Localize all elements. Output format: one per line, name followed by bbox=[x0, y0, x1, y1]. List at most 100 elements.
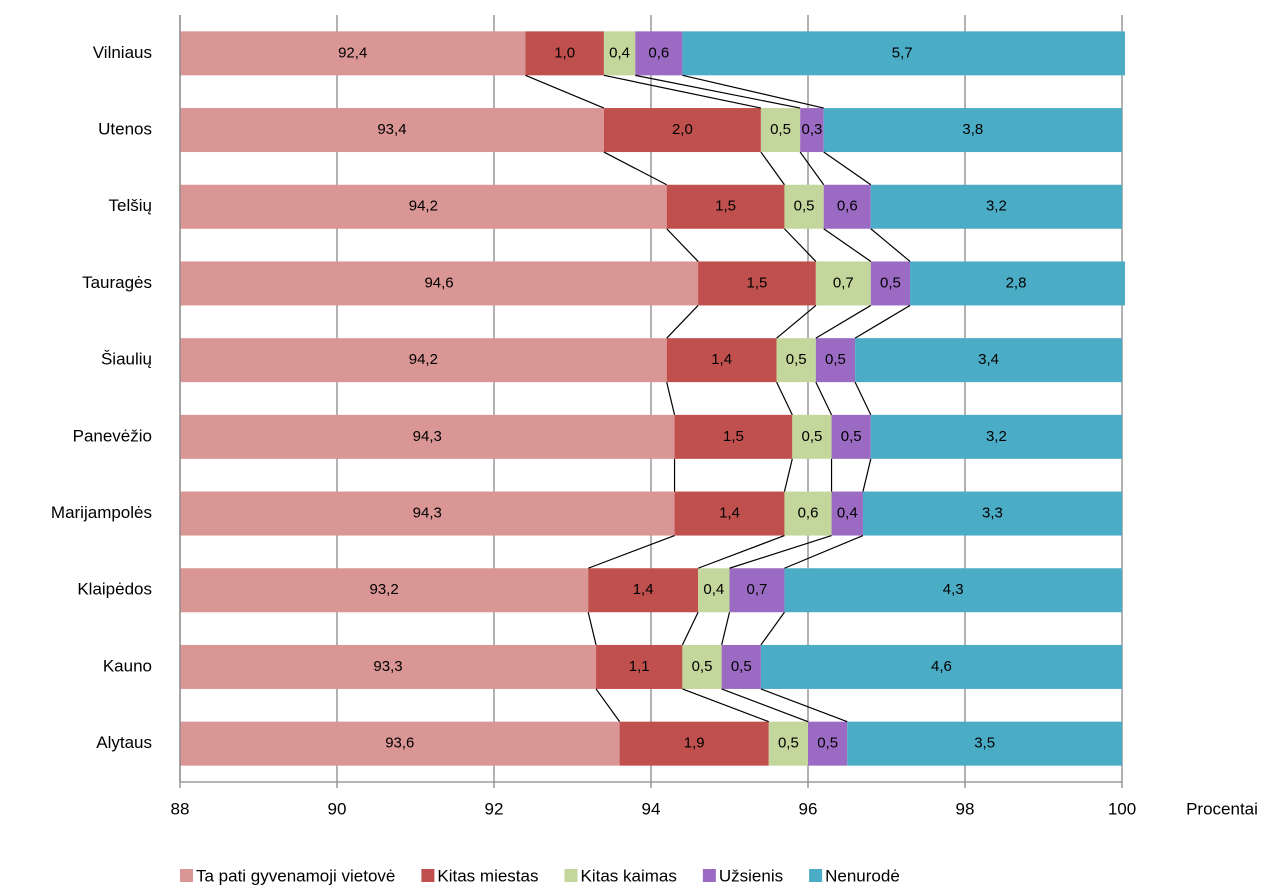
legend-label: Ta pati gyvenamoji vietovė bbox=[196, 866, 395, 885]
series-line bbox=[587, 534, 675, 569]
data-label: 1,4 bbox=[633, 581, 654, 598]
series-line bbox=[587, 612, 597, 646]
bar-segment bbox=[180, 644, 597, 689]
series-line bbox=[760, 611, 785, 646]
series-line bbox=[681, 611, 699, 646]
bar-segment bbox=[808, 721, 848, 766]
bar-segment bbox=[682, 644, 722, 689]
data-label: 4,3 bbox=[943, 581, 964, 598]
data-label: 0,5 bbox=[801, 428, 822, 445]
legend-label: Kitas kaimas bbox=[580, 866, 676, 885]
legend-swatch bbox=[809, 869, 823, 882]
data-label: 92,4 bbox=[338, 44, 367, 61]
x-tick-label: 100 bbox=[1108, 799, 1136, 818]
series-line bbox=[799, 151, 825, 186]
bar-segment bbox=[784, 568, 1122, 613]
bar-segment bbox=[180, 338, 667, 383]
bar-segment bbox=[180, 568, 589, 613]
series-line bbox=[760, 688, 848, 723]
x-tick-label: 88 bbox=[171, 799, 190, 818]
data-label: 93,2 bbox=[369, 581, 398, 598]
y-tick-label: Alytaus bbox=[96, 733, 152, 752]
bar-segment bbox=[525, 31, 604, 76]
data-label: 3,3 bbox=[982, 505, 1003, 522]
series-line bbox=[666, 382, 676, 415]
bar-segment bbox=[760, 108, 801, 153]
x-axis-label: Procentai bbox=[1186, 799, 1258, 818]
bar-segment bbox=[792, 414, 832, 459]
series-line bbox=[776, 381, 793, 416]
series-line bbox=[784, 228, 817, 262]
y-tick-label: Panevėžio bbox=[73, 426, 152, 445]
series-line bbox=[783, 458, 793, 492]
data-label: 94,2 bbox=[409, 198, 438, 215]
data-label: 94,6 bbox=[424, 274, 453, 291]
series-line bbox=[823, 228, 872, 262]
data-label: 0,3 bbox=[801, 121, 822, 138]
series-line bbox=[603, 74, 762, 109]
data-label: 0,6 bbox=[798, 505, 819, 522]
foreground: 88 90 92 94 96 98 100 Vilniaus Utenos Telšių Taura… bbox=[51, 15, 1136, 885]
data-label: 94,3 bbox=[413, 428, 442, 445]
series-line bbox=[854, 304, 911, 339]
series-line bbox=[697, 534, 785, 569]
bar-segment bbox=[698, 568, 730, 613]
data-label: 94,3 bbox=[413, 505, 442, 522]
data-label: 3,4 bbox=[978, 351, 999, 368]
series-line bbox=[854, 381, 872, 416]
bar-segment bbox=[815, 261, 871, 306]
data-label: 93,4 bbox=[377, 121, 406, 138]
data-label: 1,4 bbox=[719, 505, 740, 522]
data-label: 0,5 bbox=[841, 428, 862, 445]
bar-segment bbox=[674, 414, 793, 459]
bar-segment bbox=[180, 108, 604, 153]
data-label: 0,5 bbox=[825, 351, 846, 368]
data-label: 0,6 bbox=[648, 44, 669, 61]
series-line bbox=[823, 151, 872, 186]
legend-label: Nenurodė bbox=[825, 866, 900, 885]
x-tick-label: 98 bbox=[956, 799, 975, 818]
bar-segment bbox=[674, 491, 785, 536]
data-label: 2,8 bbox=[1006, 274, 1027, 291]
series-line bbox=[870, 228, 911, 262]
bar-segment bbox=[180, 184, 667, 229]
bar-segment bbox=[180, 491, 675, 536]
data-label: 1,4 bbox=[711, 351, 732, 368]
bar-segment bbox=[603, 31, 636, 76]
series-line bbox=[666, 228, 699, 262]
bar-segment bbox=[729, 568, 785, 613]
bar-segment bbox=[666, 184, 785, 229]
bar-segment bbox=[910, 261, 1125, 306]
data-label: 94,2 bbox=[409, 351, 438, 368]
series-line bbox=[776, 304, 817, 339]
series-line bbox=[666, 305, 699, 339]
data-label: 0,5 bbox=[880, 274, 901, 291]
series-line bbox=[525, 74, 605, 109]
bar-segment bbox=[180, 721, 620, 766]
legend-swatch bbox=[564, 869, 578, 882]
bar-segment bbox=[180, 414, 675, 459]
bar-segment bbox=[596, 644, 683, 689]
series-line bbox=[760, 151, 785, 186]
series-line bbox=[721, 612, 731, 646]
bar-segment bbox=[800, 108, 824, 153]
x-tick-label: 96 bbox=[799, 799, 818, 818]
bar-segment bbox=[619, 721, 769, 766]
bar-segment bbox=[180, 261, 699, 306]
data-label: 3,2 bbox=[986, 198, 1007, 215]
x-tick-label: 92 bbox=[485, 799, 504, 818]
data-label: 0,5 bbox=[778, 735, 799, 752]
y-tick-label: Šiaulių bbox=[101, 350, 152, 369]
data-label: 0,5 bbox=[692, 658, 713, 675]
bar-segment bbox=[682, 31, 1125, 76]
data-label: 0,5 bbox=[817, 735, 838, 752]
legend-swatch bbox=[421, 869, 435, 882]
legend-swatch bbox=[180, 869, 193, 882]
bar-segment bbox=[588, 568, 699, 613]
bar-segment bbox=[855, 338, 1122, 383]
bar-segment bbox=[847, 721, 1122, 766]
legend-swatch bbox=[702, 869, 716, 882]
data-label: 5,7 bbox=[892, 44, 913, 61]
data-label: 0,5 bbox=[786, 351, 807, 368]
